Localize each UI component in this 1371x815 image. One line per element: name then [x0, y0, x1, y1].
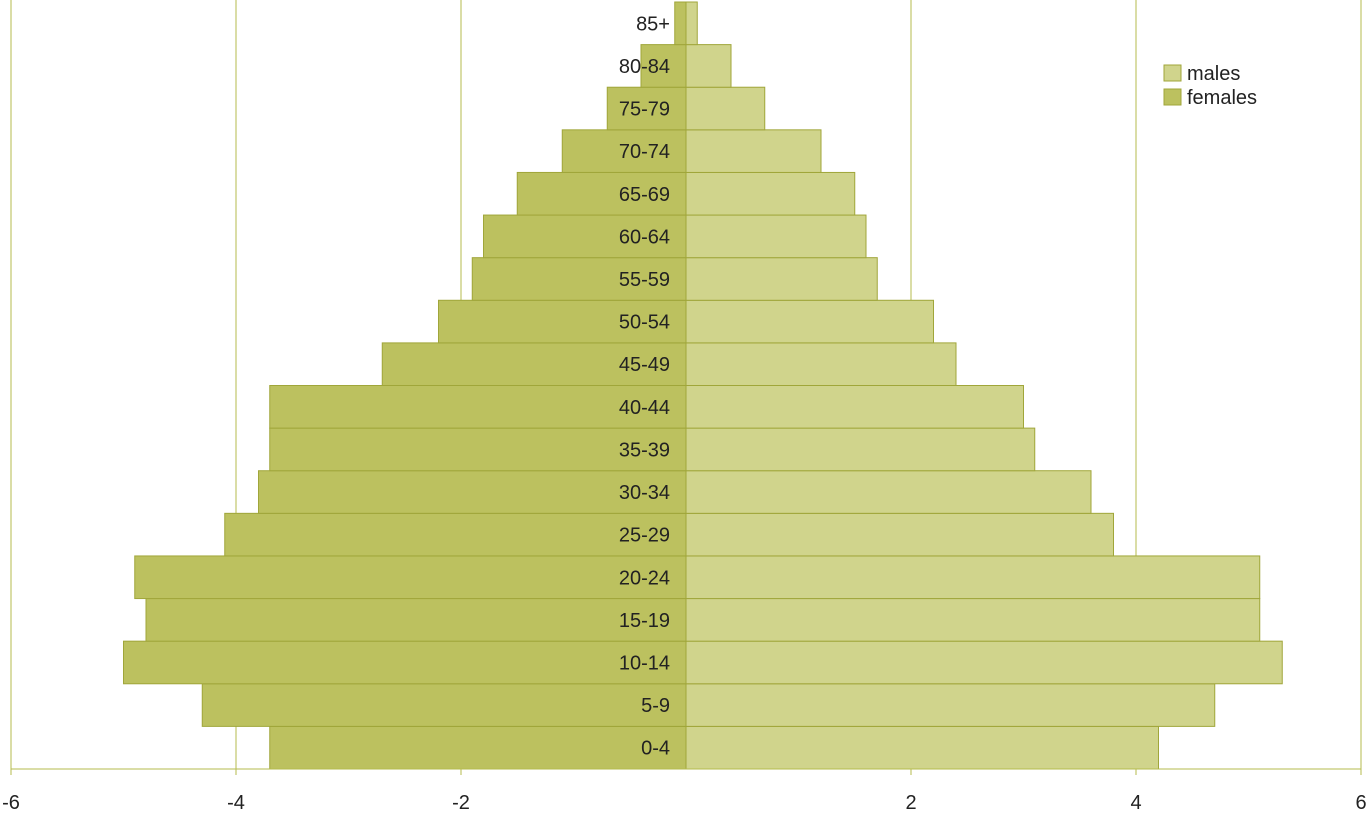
- bar-females-60-64: [483, 214, 687, 259]
- bar-males-70-74: [685, 129, 822, 173]
- bar-males-60-64: [685, 214, 867, 259]
- bar-males-25-29: [685, 512, 1114, 557]
- bar-females-75-79: [606, 86, 687, 131]
- category-label: 75-79: [619, 99, 670, 121]
- bar-females-55-59: [471, 257, 687, 301]
- bar-males-15-19: [685, 598, 1261, 642]
- category-label: 70-74: [619, 141, 670, 163]
- bar-females-5-9: [201, 683, 687, 727]
- x-tick-label: -6: [2, 792, 20, 814]
- category-label: 50-54: [619, 312, 670, 334]
- x-axis: -6 -4 -2 2 4 6: [2, 768, 1367, 814]
- x-tick-label: 4: [1130, 792, 1141, 814]
- bar-females-30-34: [258, 470, 687, 514]
- bar-females-40-44: [269, 385, 687, 429]
- category-label: 20-24: [619, 567, 670, 589]
- bar-males-35-39: [685, 427, 1036, 472]
- category-label: 35-39: [619, 439, 670, 461]
- bars: [123, 1, 1283, 770]
- bar-females-70-74: [561, 129, 687, 173]
- bar-females-20-24: [134, 555, 687, 600]
- category-label: 10-14: [619, 652, 670, 674]
- bar-males-30-34: [685, 470, 1092, 514]
- bar-males-55-59: [685, 257, 878, 301]
- category-label: 45-49: [619, 354, 670, 376]
- bar-females-10-14: [123, 640, 687, 685]
- category-label: 0-4: [641, 738, 670, 760]
- legend-label-females: females: [1187, 87, 1257, 109]
- bar-males-10-14: [685, 640, 1283, 685]
- category-label: 65-69: [619, 184, 670, 206]
- category-label: 85+: [636, 13, 670, 35]
- bar-females-35-39: [269, 427, 687, 472]
- legend-label-males: males: [1187, 63, 1240, 85]
- bar-males-85+: [685, 1, 698, 46]
- bar-females-50-54: [438, 299, 687, 344]
- x-tick-label: 2: [905, 792, 916, 814]
- bar-males-0-4: [685, 725, 1159, 770]
- bar-males-20-24: [685, 555, 1261, 600]
- bar-males-75-79: [685, 86, 766, 131]
- legend-swatch-males: [1163, 64, 1182, 82]
- bar-males-80-84: [685, 44, 732, 88]
- legend: males females: [1163, 63, 1257, 109]
- x-tick-label: 6: [1355, 792, 1366, 814]
- bar-females-25-29: [224, 512, 687, 557]
- bar-males-65-69: [685, 171, 856, 216]
- bar-females-65-69: [516, 171, 687, 216]
- bar-males-45-49: [685, 342, 957, 386]
- category-label: 5-9: [641, 695, 670, 717]
- bar-males-40-44: [685, 385, 1024, 429]
- category-label: 15-19: [619, 610, 670, 632]
- bar-females-15-19: [145, 598, 687, 642]
- x-tick-label: -2: [452, 792, 470, 814]
- bar-males-5-9: [685, 683, 1216, 727]
- category-labels: 0-4 5-9 10-14 15-19 20-24 25-29 30-34 35-39 40-4…: [619, 13, 670, 759]
- bar-females-80-84: [640, 44, 687, 88]
- category-label: 55-59: [619, 269, 670, 291]
- category-label: 25-29: [619, 525, 670, 547]
- bar-females-0-4: [269, 725, 687, 770]
- category-label: 80-84: [619, 56, 670, 78]
- bar-males-50-54: [685, 299, 934, 344]
- category-label: 40-44: [619, 397, 670, 419]
- category-label: 60-64: [619, 226, 670, 248]
- x-tick-label: -4: [227, 792, 245, 814]
- bar-females-85+: [674, 1, 687, 46]
- legend-swatch-females: [1163, 88, 1182, 106]
- category-label: 30-34: [619, 482, 670, 504]
